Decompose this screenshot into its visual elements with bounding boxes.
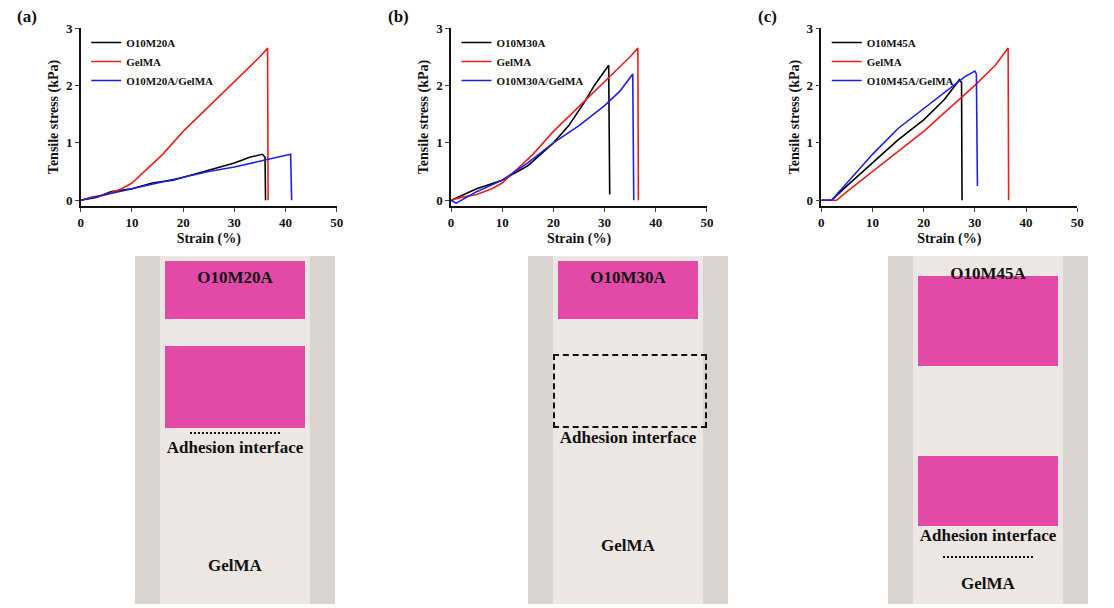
svg-text:(b): (b) [388, 7, 409, 26]
svg-text:2: 2 [436, 78, 443, 93]
html-text:O10M20A: O10M20A [197, 268, 273, 287]
svg-text:40: 40 [1020, 215, 1033, 230]
svg-text:30: 30 [228, 215, 241, 230]
svg-text:30: 30 [598, 215, 611, 230]
svg-text:O10M20A: O10M20A [126, 37, 175, 49]
svg-text:3: 3 [806, 21, 813, 36]
svg-text:Strain (%): Strain (%) [547, 231, 612, 247]
svg-text:1: 1 [806, 135, 813, 150]
svg-text:10: 10 [866, 215, 879, 230]
svg-text:0: 0 [448, 215, 455, 230]
svg-text:0: 0 [806, 193, 813, 208]
svg-text:(a): (a) [17, 7, 37, 26]
svg-text:50: 50 [700, 215, 713, 230]
html-text:GelMA: GelMA [208, 556, 262, 575]
html-text:GelMA: GelMA [961, 574, 1015, 593]
svg-text:30: 30 [968, 215, 981, 230]
svg-text:0: 0 [436, 193, 443, 208]
svg-text:Strain (%): Strain (%) [177, 231, 242, 247]
svg-text:10: 10 [125, 215, 138, 230]
svg-text:0: 0 [66, 193, 73, 208]
svg-text:1: 1 [436, 135, 443, 150]
svg-text:Tensile stress (kPa): Tensile stress (kPa) [46, 59, 62, 174]
svg-text:(c): (c) [758, 7, 777, 26]
svg-text:GelMA: GelMA [126, 56, 161, 68]
svg-text:50: 50 [1071, 215, 1084, 230]
svg-text:20: 20 [917, 215, 930, 230]
svg-text:Strain (%): Strain (%) [917, 231, 982, 247]
svg-text:O10M20A/GelMA: O10M20A/GelMA [126, 75, 213, 87]
svg-text:0: 0 [818, 215, 825, 230]
svg-text:2: 2 [66, 78, 73, 93]
svg-text:3: 3 [436, 21, 443, 36]
svg-text:O10M30A/GelMA: O10M30A/GelMA [496, 75, 583, 87]
html-text:GelMA: GelMA [601, 536, 655, 555]
html-text:Adhesion interface: Adhesion interface [559, 428, 697, 447]
svg-text:Tensile stress (kPa): Tensile stress (kPa) [787, 59, 803, 174]
svg-text:O10M30A: O10M30A [496, 37, 545, 49]
svg-text:40: 40 [279, 215, 292, 230]
svg-text:GelMA: GelMA [496, 56, 531, 68]
svg-text:50: 50 [330, 215, 343, 230]
html-text:O10M30A: O10M30A [590, 268, 666, 287]
svg-text:0: 0 [78, 215, 85, 230]
svg-text:O10M45A/GelMA: O10M45A/GelMA [867, 75, 954, 87]
svg-text:3: 3 [66, 21, 73, 36]
svg-text:10: 10 [496, 215, 509, 230]
svg-text:1: 1 [66, 135, 73, 150]
html-text:O10M45A: O10M45A [950, 264, 1026, 283]
svg-text:GelMA: GelMA [867, 56, 902, 68]
svg-text:Tensile stress (kPa): Tensile stress (kPa) [416, 59, 432, 174]
svg-text:2: 2 [806, 78, 813, 93]
svg-text:20: 20 [547, 215, 560, 230]
html-text:Adhesion interface: Adhesion interface [919, 526, 1057, 545]
html-text:Adhesion interface: Adhesion interface [166, 438, 304, 457]
svg-text:O10M45A: O10M45A [867, 37, 916, 49]
svg-text:40: 40 [649, 215, 662, 230]
svg-text:20: 20 [177, 215, 190, 230]
